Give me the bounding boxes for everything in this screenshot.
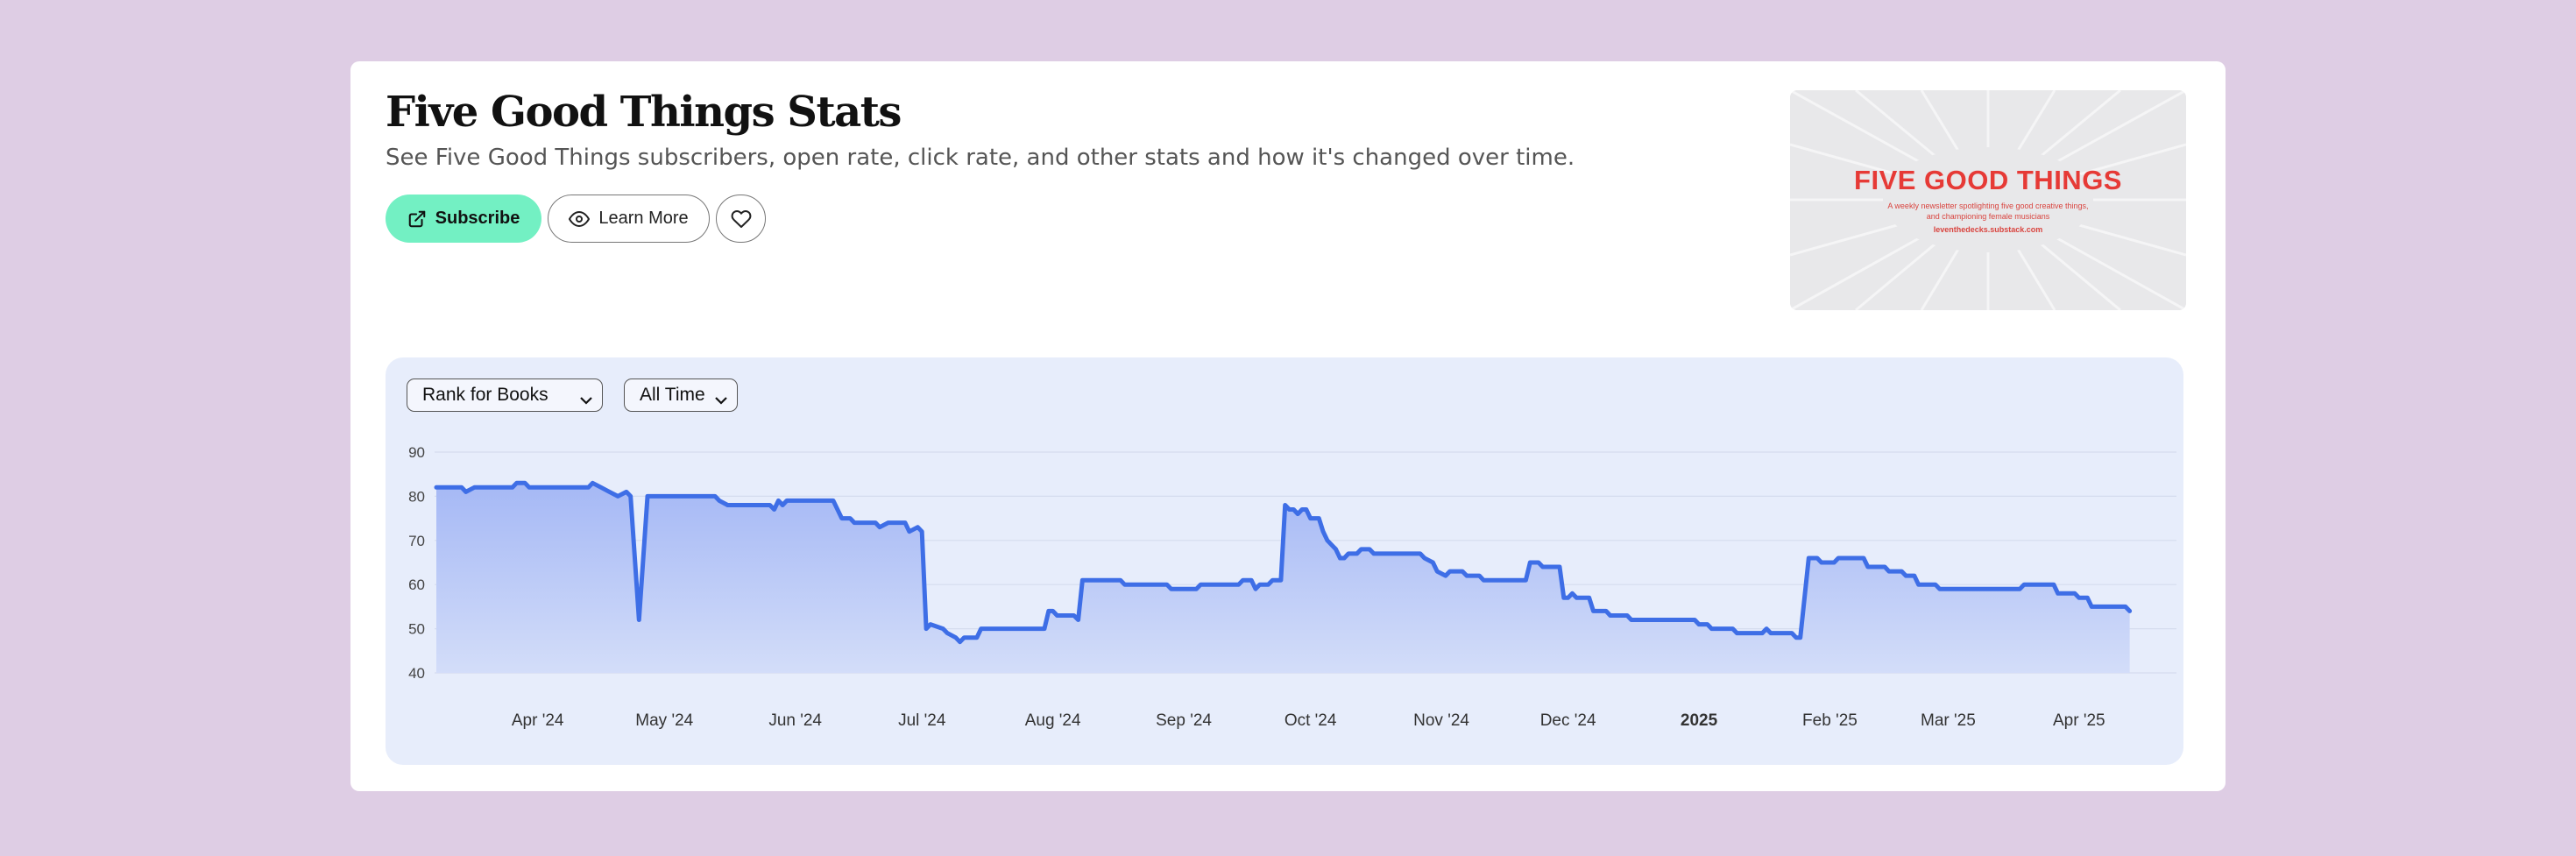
x-tick-label: Apr '25 bbox=[2053, 711, 2105, 730]
y-tick-label: 50 bbox=[408, 621, 425, 638]
time-range-select[interactable]: All Time bbox=[624, 378, 738, 412]
x-tick-label: Mar '25 bbox=[1921, 711, 1976, 730]
y-tick-label: 40 bbox=[408, 665, 425, 682]
metric-select-value: Rank for Books bbox=[422, 385, 548, 405]
external-link-icon bbox=[407, 209, 427, 229]
x-tick-label: 2025 bbox=[1681, 711, 1718, 730]
metric-select[interactable]: Rank for Books bbox=[407, 378, 603, 412]
learn-more-label: Learn More bbox=[598, 209, 689, 228]
x-tick-label: Dec '24 bbox=[1540, 711, 1596, 730]
x-tick-label: Feb '25 bbox=[1802, 711, 1858, 730]
y-tick-label: 70 bbox=[408, 533, 425, 549]
thumbnail-url: leventhedecks.substack.com bbox=[1933, 225, 2043, 234]
heart-icon bbox=[731, 209, 752, 230]
x-tick-label: Apr '24 bbox=[512, 711, 564, 730]
chevron-down-icon bbox=[714, 390, 728, 411]
eye-icon bbox=[569, 209, 591, 230]
thumbnail-tagline-2: and championing female musicians bbox=[1926, 212, 2050, 221]
chart-panel: Rank for Books All Time 40 50 60 70 80 90 Apr… bbox=[386, 357, 2183, 765]
thumbnail-tagline: A weekly newsletter spotlighting five go… bbox=[1887, 202, 2089, 210]
x-tick-label: Aug '24 bbox=[1025, 711, 1081, 730]
sunburst-background bbox=[1790, 90, 2186, 310]
x-axis: Apr '24 May '24 Jun '24 Jul '24 Aug '24 Sep '… bbox=[512, 711, 2105, 730]
x-tick-label: May '24 bbox=[635, 711, 693, 730]
rank-line bbox=[434, 480, 2133, 645]
learn-more-button[interactable]: Learn More bbox=[548, 195, 710, 243]
page-subtitle: See Five Good Things subscribers, open r… bbox=[386, 145, 1575, 171]
y-tick-label: 90 bbox=[408, 444, 425, 461]
action-bar: Subscribe Learn More bbox=[386, 195, 766, 243]
x-tick-label: Nov '24 bbox=[1413, 711, 1469, 730]
chevron-down-icon bbox=[579, 390, 593, 411]
x-tick-label: Jun '24 bbox=[768, 711, 822, 730]
stats-card: Five Good Things Stats See Five Good Thi… bbox=[350, 61, 2226, 791]
page-title: Five Good Things Stats bbox=[386, 88, 902, 137]
x-tick-label: Jul '24 bbox=[898, 711, 946, 730]
subscribe-label: Subscribe bbox=[435, 209, 520, 228]
y-tick-label: 60 bbox=[408, 577, 425, 593]
newsletter-thumbnail: FIVE GOOD THINGS A weekly newsletter spo… bbox=[1790, 90, 2186, 310]
y-tick-label: 80 bbox=[408, 488, 425, 505]
thumbnail-title: FIVE GOOD THINGS bbox=[1854, 165, 2122, 195]
x-tick-label: Sep '24 bbox=[1156, 711, 1212, 730]
subscribe-button[interactable]: Subscribe bbox=[386, 195, 541, 243]
x-tick-label: Oct '24 bbox=[1284, 711, 1337, 730]
time-range-select-value: All Time bbox=[640, 385, 705, 405]
y-axis: 40 50 60 70 80 90 bbox=[408, 444, 425, 682]
favorite-button[interactable] bbox=[716, 195, 766, 243]
rank-chart: 40 50 60 70 80 90 Apr '24 May '24 Jun '24 Jul '2… bbox=[408, 444, 2176, 730]
